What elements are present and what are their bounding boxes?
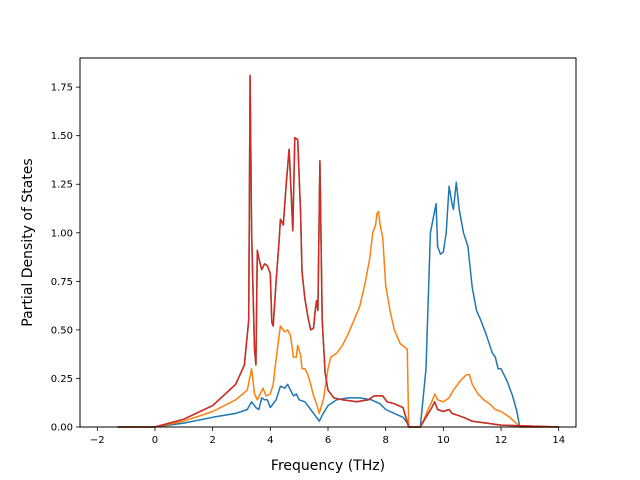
x-axis-label: Frequency (THz) — [271, 458, 385, 474]
x-tick-label: −2 — [90, 435, 105, 446]
y-axis-ticks: 0.00 0.25 0.50 0.75 1.00 1.25 1.50 1.75 — [51, 83, 80, 434]
y-tick-label: 1.25 — [51, 180, 73, 191]
x-tick-label: 2 — [209, 435, 215, 446]
x-tick-label: 4 — [267, 435, 273, 446]
x-tick-label: 0 — [152, 435, 158, 446]
y-tick-label: 0.75 — [51, 277, 73, 288]
x-tick-label: 6 — [325, 435, 331, 446]
y-tick-label: 0.25 — [51, 374, 73, 385]
series-line-1 — [117, 181, 559, 428]
x-tick-label: 8 — [382, 435, 388, 446]
y-tick-label: 1.00 — [51, 228, 73, 239]
series-line-4 — [117, 74, 559, 428]
series-line-2 — [117, 210, 559, 428]
x-axis-ticks: −2 0 2 4 6 8 10 12 14 — [90, 427, 565, 446]
x-tick-label: 10 — [437, 435, 450, 446]
x-tick-label: 14 — [552, 435, 565, 446]
y-tick-label: 0.50 — [51, 325, 73, 336]
y-tick-label: 1.50 — [51, 131, 73, 142]
x-tick-label: 12 — [495, 435, 508, 446]
series-layer — [117, 74, 559, 428]
y-tick-label: 0.00 — [51, 423, 73, 434]
y-axis-label: Partial Density of States — [20, 158, 36, 326]
y-tick-label: 1.75 — [51, 83, 73, 94]
